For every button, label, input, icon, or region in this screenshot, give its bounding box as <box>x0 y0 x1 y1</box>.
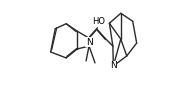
Text: N: N <box>86 38 92 47</box>
Text: HO: HO <box>92 17 105 26</box>
Text: N: N <box>110 61 117 70</box>
